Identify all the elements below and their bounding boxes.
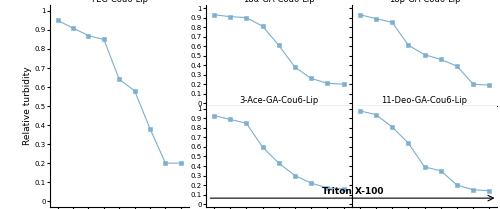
Title: 18β-GA-Cou6-Lip: 18β-GA-Cou6-Lip (389, 0, 460, 4)
Title: 18α-GA-Cou6-Lip: 18α-GA-Cou6-Lip (243, 0, 314, 4)
Title: 3-Ace-GA-Cou6-Lip: 3-Ace-GA-Cou6-Lip (239, 96, 318, 105)
Title: PEG-Cou6-Lip: PEG-Cou6-Lip (91, 0, 148, 4)
Y-axis label: Relative turbidity: Relative turbidity (23, 67, 32, 145)
Title: 11-Deo-GA-Cou6-Lip: 11-Deo-GA-Cou6-Lip (382, 96, 468, 105)
Text: Triton X-100: Triton X-100 (322, 187, 384, 196)
